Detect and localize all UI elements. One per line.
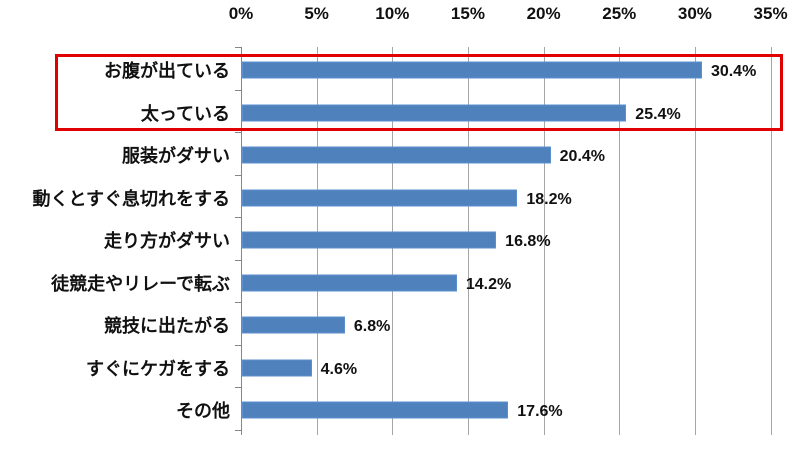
value-label: 30.4% — [710, 63, 757, 81]
value-label: 17.6% — [517, 403, 563, 421]
category-label: 服装がダサい — [122, 146, 230, 168]
category-label: その他 — [176, 401, 230, 423]
x-tick-label: 25% — [602, 4, 637, 23]
category-label: 動くとすぐ息切れをする — [32, 188, 230, 210]
category-label: 太っている — [140, 103, 230, 125]
x-tick-label: 20% — [526, 4, 561, 23]
y-axis-line — [241, 47, 242, 435]
category-label: お腹が出ている — [104, 61, 230, 83]
value-label: 18.2% — [526, 190, 572, 208]
bar — [242, 189, 518, 207]
bar — [242, 274, 457, 292]
y-tick-mark — [235, 47, 241, 48]
gridline — [694, 47, 696, 435]
x-tick-label: 5% — [304, 4, 329, 23]
x-tick-label: 10% — [375, 4, 410, 23]
x-tick-label: 0% — [228, 4, 254, 23]
y-tick-mark — [235, 132, 241, 133]
y-tick-mark — [235, 387, 241, 388]
y-tick-mark — [235, 174, 241, 176]
gridline — [619, 47, 621, 435]
bar — [242, 61, 702, 79]
bar — [242, 401, 509, 419]
value-label: 14.2% — [465, 275, 512, 293]
category-label: 競技に出たがる — [104, 316, 230, 338]
y-tick-mark — [235, 429, 241, 431]
highlight-box — [55, 54, 783, 131]
category-label: 徒競走やリレーで転ぶ — [51, 273, 230, 295]
x-tick-label: 35% — [753, 4, 788, 23]
category-label: 走り方がダサい — [104, 231, 230, 253]
gridline — [770, 47, 772, 435]
category-label: すぐにケガをする — [86, 358, 230, 380]
value-label: 6.8% — [353, 318, 391, 336]
bar — [242, 231, 497, 249]
bar — [242, 359, 312, 377]
y-tick-mark — [235, 302, 241, 303]
y-tick-mark — [235, 259, 241, 261]
bar — [242, 146, 551, 164]
y-tick-mark — [235, 344, 241, 346]
y-tick-mark — [235, 89, 241, 91]
value-label: 16.8% — [505, 233, 551, 251]
x-tick-label: 15% — [450, 4, 485, 23]
value-label: 20.4% — [559, 148, 606, 166]
gridline — [543, 47, 545, 435]
value-label: 4.6% — [320, 360, 358, 378]
bar — [242, 316, 345, 334]
bar — [242, 104, 627, 122]
value-label: 25.4% — [635, 105, 681, 123]
x-tick-label: 30% — [677, 4, 712, 23]
y-tick-mark — [235, 217, 241, 218]
